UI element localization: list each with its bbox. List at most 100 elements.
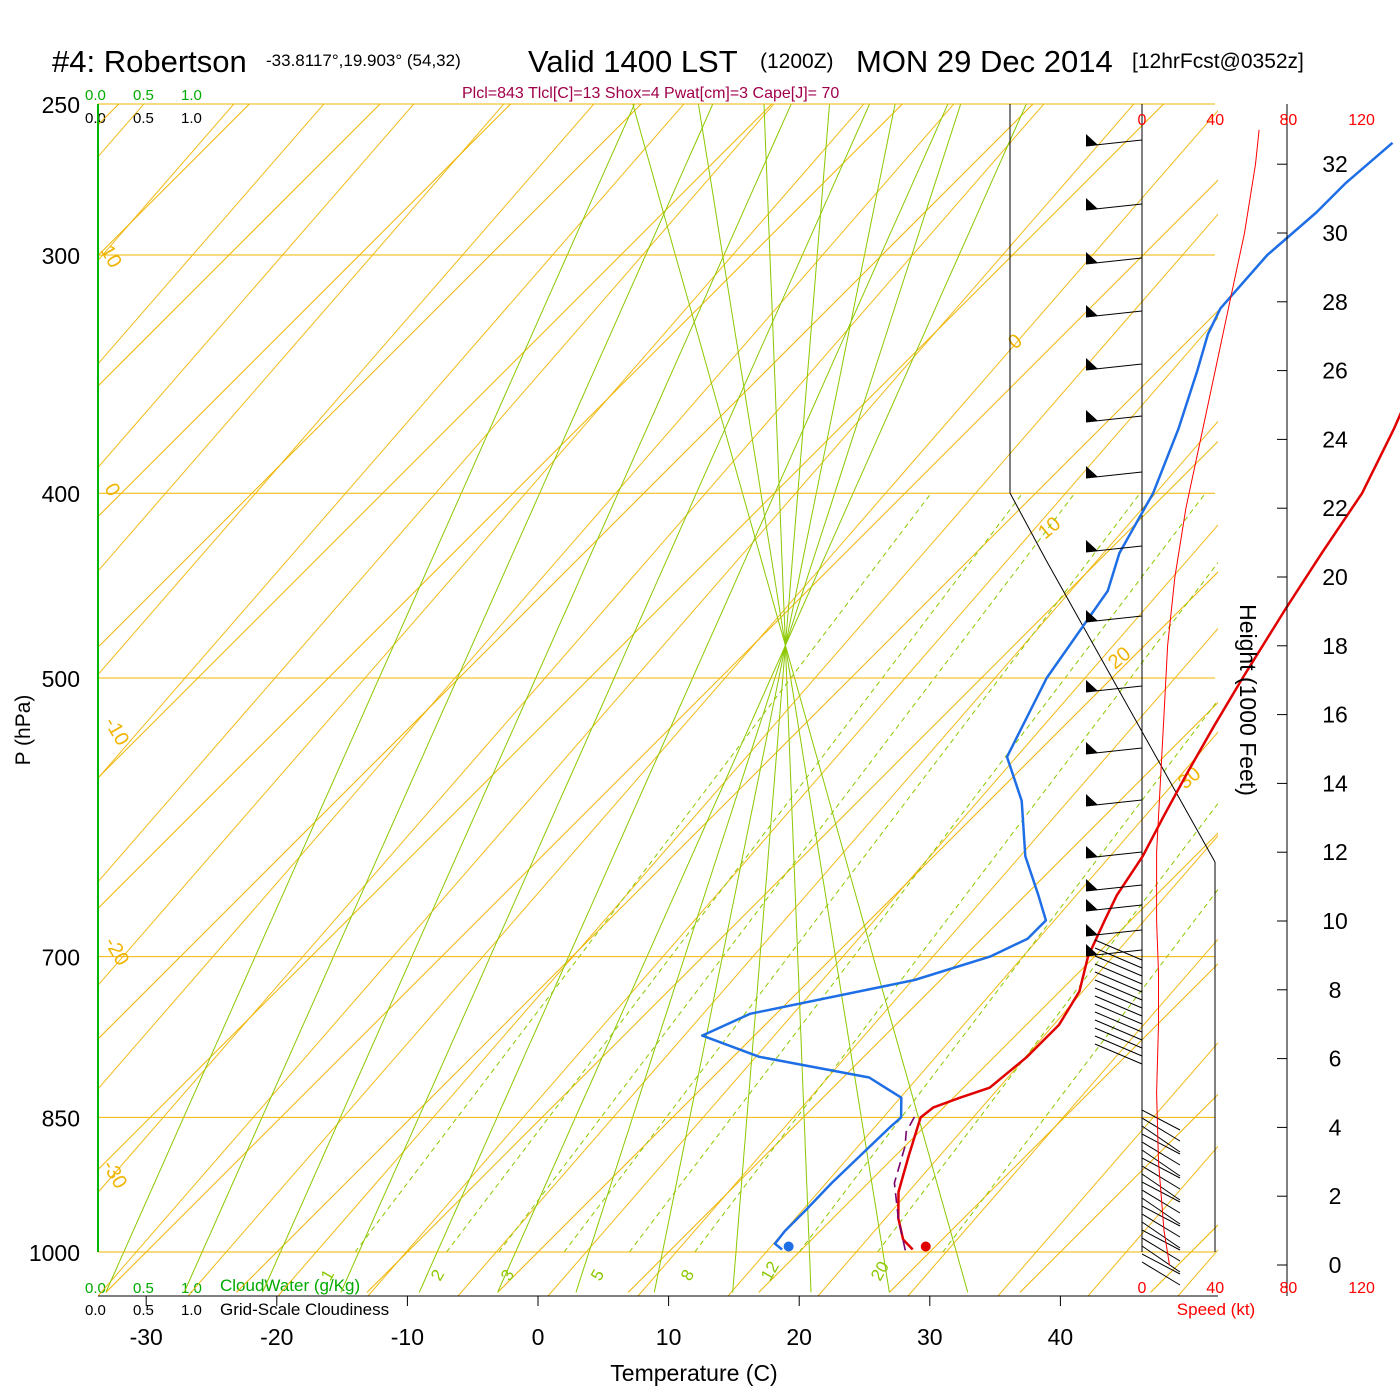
dry-adiabat-line xyxy=(98,104,685,779)
isotherm-label: 0 xyxy=(100,480,125,501)
wind-barb-flag xyxy=(1086,899,1098,911)
wind-barb-flag xyxy=(1086,540,1098,552)
wind-barb xyxy=(1141,1165,1181,1190)
wind-barb xyxy=(1141,1261,1181,1286)
station-title: #4: Robertson xyxy=(52,44,247,79)
wind-barb xyxy=(1094,955,1143,977)
wind-barb xyxy=(1094,995,1143,1017)
dry-adiabat-line xyxy=(187,109,1218,1296)
dry-adiabat-line xyxy=(98,104,775,883)
pressure-tick-label: 500 xyxy=(42,666,80,692)
x-tick-label: -10 xyxy=(391,1324,424,1350)
surface-dewpoint-dot xyxy=(783,1241,794,1252)
plot-right-diagonal-upper xyxy=(1009,492,1047,561)
wind-barbs xyxy=(1085,134,1181,1286)
wind-barb xyxy=(1141,1229,1181,1251)
wind-barb xyxy=(1141,1237,1181,1262)
pressure-tick-label: 1000 xyxy=(29,1240,80,1266)
dry-adiabat-line xyxy=(817,834,1218,1296)
wind-barb-flag xyxy=(1086,466,1098,478)
wind-barb xyxy=(1141,1149,1181,1177)
speed-axis-title: Speed (kt) xyxy=(1177,1300,1255,1319)
isotherm-line xyxy=(758,832,1218,1293)
height-tick-label: 4 xyxy=(1329,1114,1342,1140)
x-tick-label: 10 xyxy=(656,1324,682,1350)
dry-adiabat-line xyxy=(98,104,865,987)
wind-barb xyxy=(1141,1245,1181,1273)
dry-adiabat-line xyxy=(98,104,955,1090)
cloudwater-tick: 0.0 xyxy=(85,1280,106,1297)
wind-barb-flag xyxy=(1086,610,1098,622)
valid-utc: (1200Z) xyxy=(760,50,834,73)
wind-barb xyxy=(1141,1221,1181,1249)
isotherm-label: -20 xyxy=(100,934,134,970)
cloudwater-tick: 1.0 xyxy=(181,1280,202,1297)
dry-adiabat-line xyxy=(727,731,1218,1296)
speed-tick-label: 120 xyxy=(1348,1280,1375,1297)
isotherm-line xyxy=(236,310,1218,1293)
height-tick-label: 0 xyxy=(1329,1252,1342,1278)
pressure-tick-label: 300 xyxy=(42,243,80,269)
wind-barb xyxy=(1094,947,1143,969)
height-tick-label: 26 xyxy=(1322,358,1348,384)
wind-barb xyxy=(1141,1125,1181,1153)
height-tick-label: 12 xyxy=(1322,839,1348,865)
parcel-line xyxy=(893,1110,916,1251)
cloud-scale-bottom: 0.0 0.5 1.0 CloudWater (g/Kg) 0.0 0.5 1.… xyxy=(85,1276,389,1319)
isotherm-line xyxy=(98,104,1034,1040)
wind-barb xyxy=(1141,1205,1181,1227)
mixing-ratio-line xyxy=(563,492,1141,1253)
cloud-scale-top: 0.0 0.5 1.0 0.0 0.5 1.0 xyxy=(85,87,202,127)
isotherm-line xyxy=(366,440,1218,1293)
cloudiness-tick: 0.0 xyxy=(85,110,106,127)
valid-date: MON 29 Dec 2014 xyxy=(856,44,1113,79)
pressure-tick-label: 250 xyxy=(42,92,80,118)
speed-tick-label: 80 xyxy=(1280,1280,1298,1297)
y-axis-title: P (hPa) xyxy=(12,695,35,766)
wind-speed-profile xyxy=(1156,129,1260,1266)
isotherm-line xyxy=(98,104,1165,1171)
wind-barb xyxy=(1094,1043,1143,1065)
wind-barb xyxy=(1094,1027,1143,1049)
mixing-ratio-label: 5 xyxy=(587,1266,608,1284)
dry-adiabat-line xyxy=(277,213,1218,1296)
speed-tick-label: 40 xyxy=(1206,1280,1224,1297)
forecast-info: [12hrFcst@0352z] xyxy=(1132,50,1304,73)
wind-barb xyxy=(1094,963,1143,985)
moist-adiabat-line xyxy=(763,104,812,1293)
dry-adiabat-line xyxy=(0,0,48,1296)
wind-barb xyxy=(1141,1189,1181,1214)
wind-barb-flag xyxy=(1086,924,1098,936)
pressure-tick-label: 700 xyxy=(42,945,80,971)
height-tick-label: 24 xyxy=(1322,426,1348,452)
wind-barb-flag xyxy=(1086,305,1098,317)
x-axis-title: Temperature (C) xyxy=(610,1360,777,1386)
cloudiness-tick: 0.5 xyxy=(133,110,154,127)
isotherm-line xyxy=(1150,1224,1218,1293)
station-coords: -33.8117°,19.903° (54,32) xyxy=(266,51,461,70)
cloudwater-tick: 0.5 xyxy=(133,1280,154,1297)
speed-tick-label: 120 xyxy=(1348,112,1375,129)
height-tick-label: 2 xyxy=(1329,1183,1342,1209)
x-tick-label: -20 xyxy=(260,1324,293,1350)
height-tick-label: 28 xyxy=(1322,289,1348,315)
moist-adiabat-line xyxy=(183,104,714,1293)
dry-adiabat-line xyxy=(98,104,235,262)
wind-barb xyxy=(1094,987,1143,1009)
moist-adiabat-line xyxy=(653,104,896,1293)
cloudwater-tick: 0.0 xyxy=(85,87,106,104)
moist-adiabat-line xyxy=(340,104,871,1293)
wind-barb xyxy=(1094,979,1143,1001)
speed-tick-label: 80 xyxy=(1280,112,1298,129)
isotherm-line xyxy=(98,104,120,126)
wind-barb xyxy=(1094,1003,1143,1025)
height-tick-label: 8 xyxy=(1329,977,1342,1003)
dry-adiabat-line xyxy=(98,104,325,365)
pressure-axis-ticks: 250 300 400 500 700 850 1000 xyxy=(29,92,80,1266)
wind-barb xyxy=(1141,1213,1181,1238)
wind-barb xyxy=(1094,1011,1143,1033)
